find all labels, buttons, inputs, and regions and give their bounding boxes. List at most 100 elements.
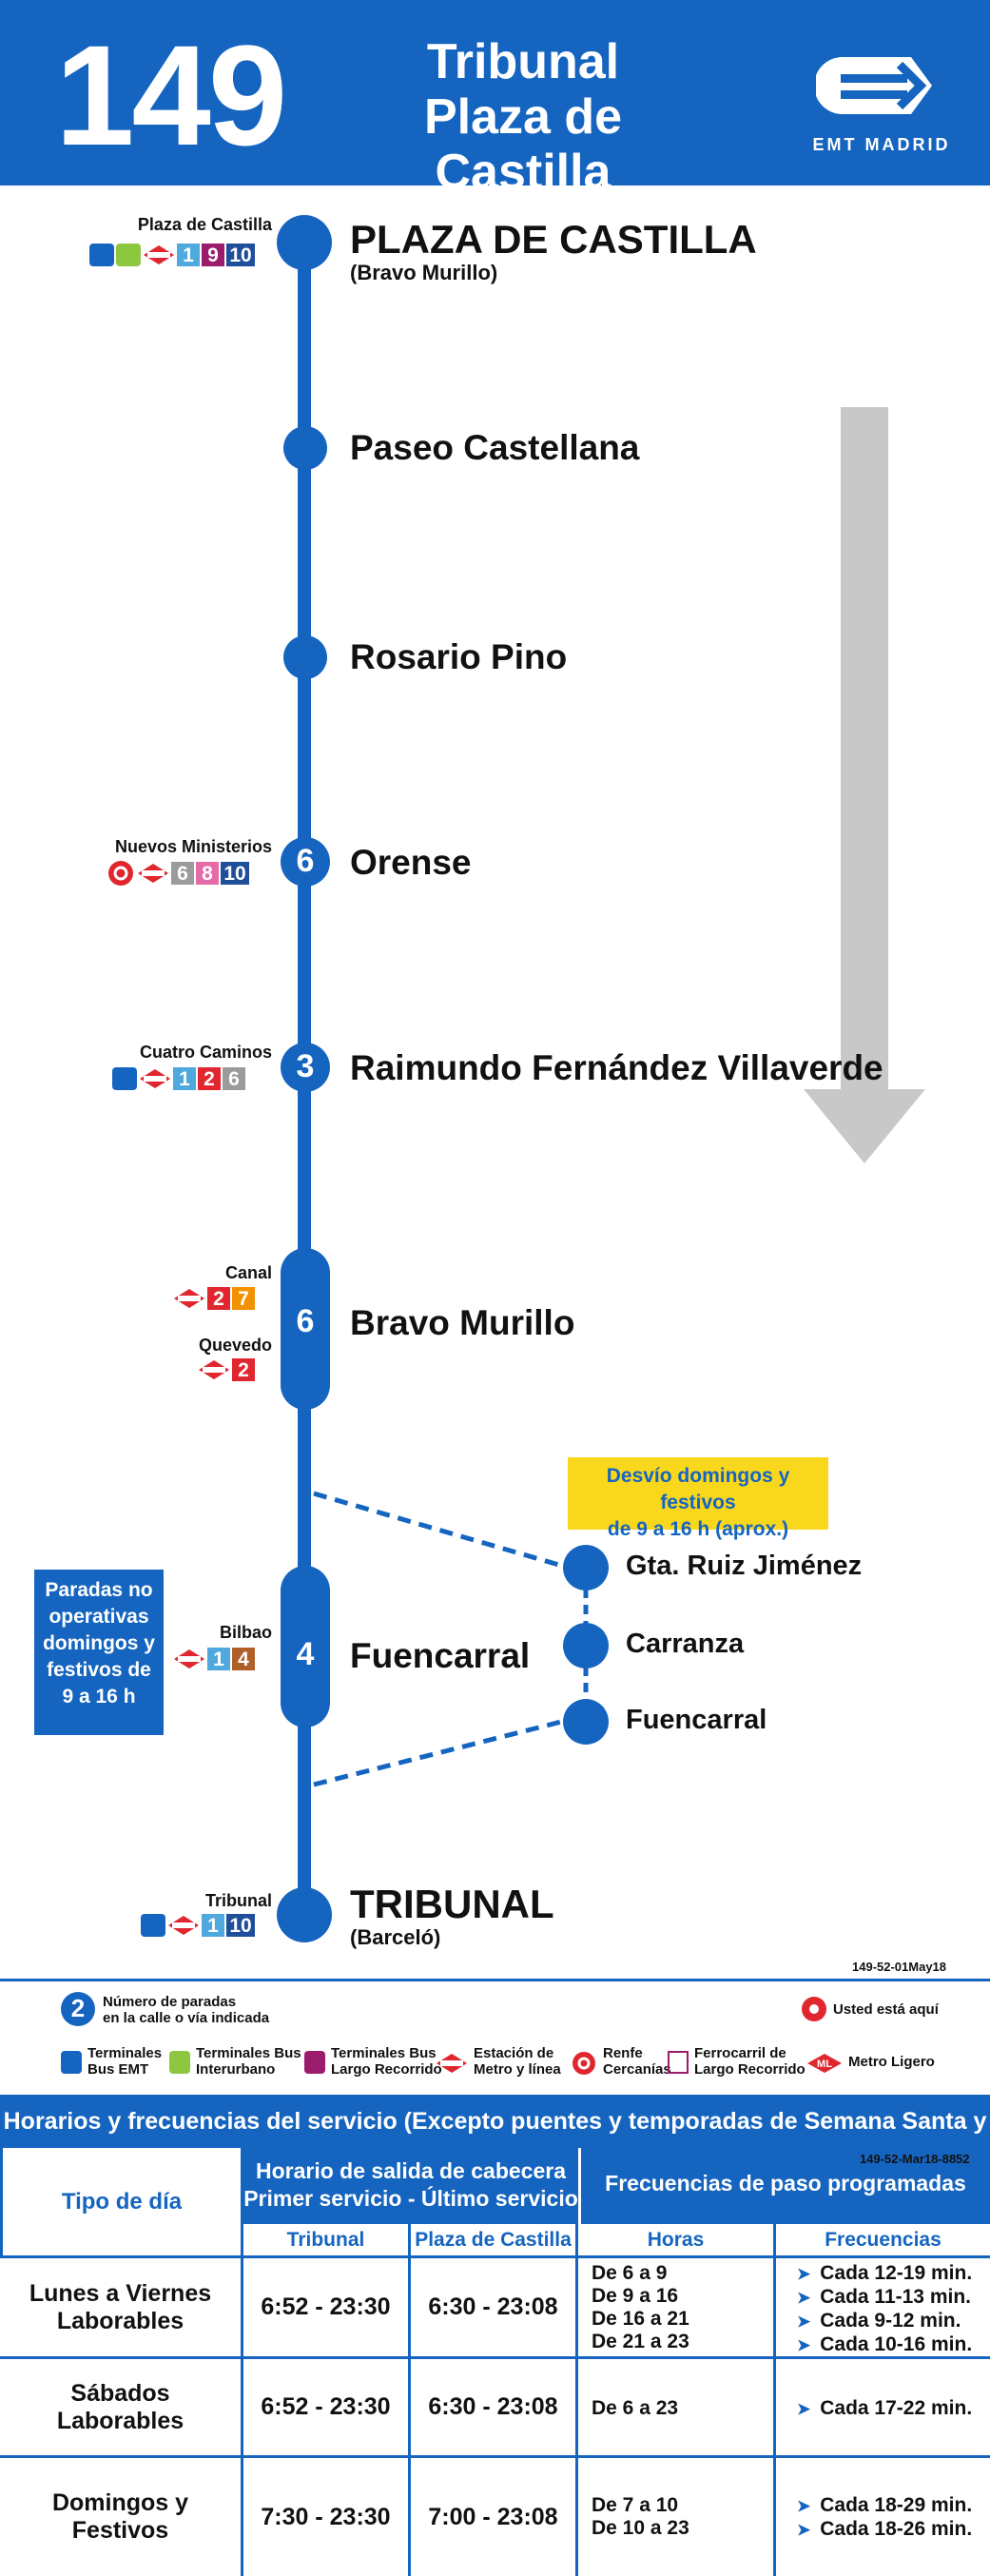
hours-range: De 6 a 23	[592, 2397, 679, 2419]
you-are-here-label: Usted está aquí	[833, 2001, 939, 2018]
table-cell-hours: De 7 a 10 De 10 a 23	[578, 2458, 776, 2576]
arrow-icon: ➤	[797, 2336, 811, 2354]
connection-label: Nuevos Ministerios	[114, 837, 272, 856]
table-cell: 7:00 - 23:08	[411, 2458, 578, 2576]
metro-icon	[437, 2054, 467, 2073]
table-cell-hours: De 6 a 23	[578, 2359, 776, 2458]
stop-name-fuencarral: Fuencarral	[350, 1636, 531, 1675]
renfe-icon	[108, 861, 133, 886]
connections-orense: 6 8 10	[107, 859, 249, 888]
stop-count: 3	[296, 1048, 315, 1084]
sub-header-label: Plaza de Castilla	[415, 2229, 572, 2251]
legend-item: Terminales Bus EMT	[87, 2045, 162, 2078]
table-cell: 6:30 - 23:08	[411, 2359, 578, 2458]
legend-row: Terminales Bus EMT Terminales Bus Interurb…	[61, 2045, 974, 2083]
legend-item: Metro Ligero	[848, 2054, 935, 2070]
detour-stop-fuencarral: Fuencarral	[626, 1705, 767, 1735]
table-cell-freqs: ➤ Cada 18-29 min. ➤ Cada 18-26 min.	[776, 2458, 990, 2576]
legend-item: Estación de Metro y línea	[474, 2045, 561, 2078]
time-range: 6:30 - 23:08	[428, 2393, 558, 2420]
legend-text-line: Bus EMT	[87, 2061, 149, 2078]
connections-plaza-castilla: 1 9 10	[89, 244, 255, 266]
arrow-icon: ➤	[797, 2497, 811, 2515]
destination-line-2: Plaza de Castilla	[423, 89, 623, 200]
frequency: Cada 12-19 min.	[820, 2262, 973, 2284]
hours-range: De 21 a 23	[592, 2331, 689, 2352]
legend-text-line: Número de paradas	[103, 1994, 237, 2010]
metro-line-badge: 1	[173, 1067, 196, 1090]
bus-largo-icon	[304, 2051, 325, 2074]
legend-text-line: Largo Recorrido	[331, 2061, 442, 2078]
detour-stop-carranza: Carranza	[626, 1629, 745, 1659]
arrow-icon: ➤	[797, 2313, 811, 2331]
legend-text-line: Largo Recorrido	[694, 2061, 806, 2078]
col-hours-label: Primer servicio - Último servicio	[243, 2186, 578, 2211]
legend-text-line: en la calle o vía indicada	[103, 2010, 270, 2026]
metro-icon	[168, 1916, 199, 1935]
table-cell: 6:52 - 23:30	[243, 2258, 411, 2359]
stop-name-plaza-castilla: PLAZA DE CASTILLA	[350, 217, 757, 262]
connection-label: Plaza de Castilla	[137, 215, 272, 234]
day-label: Laborables	[56, 2307, 184, 2334]
arrow-icon: ➤	[797, 2521, 811, 2539]
detour-notice-line: de 9 a 16 h (aprox.)	[607, 1518, 789, 1540]
stop-marker	[281, 1043, 330, 1092]
metro-line-badge: 6	[171, 862, 194, 885]
frequency: Cada 9-12 min.	[820, 2310, 961, 2332]
stop-sub-tribunal: (Barceló)	[350, 1925, 441, 1949]
col-freq-label: Frecuencias de paso programadas	[605, 2171, 966, 2195]
connections-canal: 2 7	[173, 1287, 255, 1310]
stop-name-rosario-pino: Rosario Pino	[350, 637, 568, 676]
stop-marker	[281, 837, 330, 887]
bus-emt-icon	[61, 2051, 82, 2074]
legend-stop-count: 2	[70, 1994, 86, 2022]
table-cell-freqs: ➤ Cada 12-19 min. ➤ Cada 11-13 min. ➤ Cada …	[776, 2258, 990, 2359]
bus-interurbano-icon	[116, 244, 141, 266]
metro-line-badge: 4	[232, 1648, 255, 1670]
metro-icon	[174, 1289, 204, 1308]
stop-name-bravo-murillo: Bravo Murillo	[350, 1303, 575, 1342]
notice-line: operativas	[49, 1606, 149, 1628]
legend-text-line: Terminales Bus	[331, 2045, 437, 2061]
table-cell: 7:30 - 23:30	[243, 2458, 411, 2576]
frequency: Cada 10-16 min.	[820, 2333, 973, 2355]
col-day-label: Tipo de día	[61, 2188, 183, 2215]
connection-label: Bilbao	[219, 1623, 272, 1642]
time-range: 6:30 - 23:08	[428, 2293, 558, 2320]
map-code: 149-52-01May18	[852, 1960, 947, 1974]
metro-line-badge: 6	[223, 1067, 245, 1090]
table-cell: 6:52 - 23:30	[243, 2359, 411, 2458]
arrow-icon: ➤	[797, 2400, 811, 2418]
hours-range: De 6 a 9	[592, 2262, 668, 2284]
legend-text-line: Estación de	[474, 2045, 554, 2061]
legend-item: Renfe Cercanías	[603, 2045, 671, 2078]
metro-line-badge: 2	[198, 1067, 221, 1090]
connection-label: Canal	[224, 1263, 272, 1282]
sub-header-tribunal: Tribunal	[243, 2224, 411, 2258]
sub-header-frecuencias: Frecuencias	[776, 2224, 990, 2258]
metro-line-badge: 2	[232, 1358, 255, 1381]
table-row-day: Lunes a Viernes Laborables	[0, 2258, 243, 2359]
legend-text-line: Ferrocarril de	[694, 2045, 786, 2061]
sub-header-label: Horas	[647, 2229, 705, 2251]
metro-line-badge: 1	[202, 1914, 224, 1937]
stop-sub-plaza-castilla: (Bravo Murillo)	[350, 261, 498, 284]
detour-notice-line: Desvío domingos y festivos	[606, 1465, 790, 1513]
schedule-title: Horarios y frecuencias del servicio (Exc…	[0, 2095, 990, 2188]
legend-stop-count-text: Número de paradas en la calle o vía indi…	[103, 1994, 269, 2026]
metro-line-badge: 1	[177, 244, 200, 266]
frequency: Cada 18-29 min.	[820, 2494, 973, 2516]
detour-stop-marker	[563, 1545, 609, 1590]
notice-line: festivos de	[47, 1659, 151, 1681]
stop-count: 6	[296, 843, 315, 879]
legend-text-line: Renfe	[603, 2045, 643, 2061]
metro-line-badge: 7	[232, 1287, 255, 1310]
stop-name-tribunal: TRIBUNAL	[350, 1882, 554, 1926]
day-label: Sábados	[70, 2379, 170, 2407]
stop-marker	[281, 1566, 330, 1727]
emt-logo-icon	[816, 57, 932, 114]
metro-line-badge: 9	[202, 244, 224, 266]
frequency: Cada 17-22 min.	[820, 2397, 973, 2419]
time-range: 7:30 - 23:30	[261, 2503, 391, 2530]
stop-marker	[277, 1887, 332, 1942]
